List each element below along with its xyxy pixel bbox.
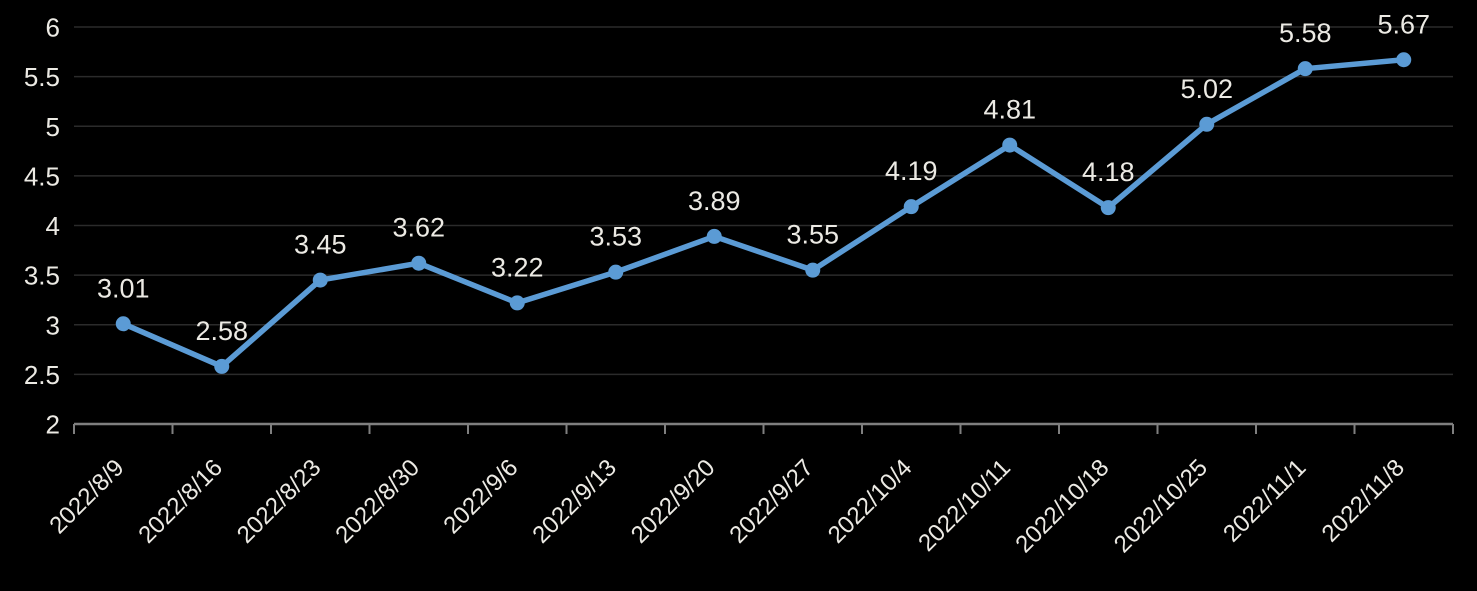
x-axis-label: 2022/8/9 (44, 454, 129, 539)
data-point-label: 5.67 (1377, 9, 1430, 39)
data-point-marker (312, 272, 328, 288)
x-axis-label: 2022/8/30 (330, 454, 425, 549)
x-axis-label: 2022/10/25 (1109, 454, 1213, 558)
data-point-marker (509, 295, 525, 311)
x-axis-label: 2022/9/20 (626, 454, 721, 549)
data-point-label: 3.01 (97, 273, 150, 303)
data-point-marker (1199, 116, 1215, 132)
x-axis-label: 2022/10/18 (1010, 454, 1114, 558)
x-axis-label: 2022/11/1 (1218, 454, 1311, 547)
data-point-label: 3.55 (786, 220, 839, 250)
y-axis-label: 6 (46, 13, 60, 43)
data-point-label: 3.53 (589, 222, 642, 252)
data-point-label: 5.58 (1279, 18, 1332, 48)
x-axis-label: 2022/8/16 (133, 454, 228, 549)
data-point-label: 3.62 (392, 213, 445, 243)
data-point-marker (903, 199, 919, 215)
x-axis-label: 2022/11/8 (1317, 454, 1410, 547)
data-point-marker (115, 316, 131, 332)
data-point-label: 4.19 (885, 156, 938, 186)
y-axis-label: 5.5 (24, 62, 60, 92)
x-axis-label: 2022/9/6 (438, 454, 523, 539)
data-point-marker (1002, 137, 1018, 153)
data-point-marker (805, 262, 821, 278)
x-axis-label: 2022/10/11 (913, 454, 1016, 557)
x-axis-label: 2022/8/23 (232, 454, 327, 549)
data-point-label: 3.22 (491, 252, 544, 282)
x-axis-label: 2022/10/4 (823, 454, 918, 549)
y-axis-label: 3 (46, 310, 60, 340)
data-point-label: 4.81 (983, 95, 1036, 125)
data-point-label: 5.02 (1180, 74, 1233, 104)
series-line (120, 57, 1407, 370)
y-axis-label: 5 (46, 112, 60, 142)
data-point-marker (214, 358, 230, 374)
y-axis-label: 3.5 (24, 261, 60, 291)
data-point-label: 3.45 (294, 230, 347, 260)
data-point-marker (1100, 200, 1116, 216)
data-point-marker (1297, 61, 1313, 77)
y-axis-label: 2.5 (24, 360, 60, 390)
y-axis-label: 4 (46, 211, 60, 241)
data-point-marker (608, 264, 624, 280)
x-axis-label: 2022/9/27 (724, 454, 819, 549)
data-point-label: 4.18 (1082, 157, 1135, 187)
data-point-marker (411, 255, 427, 271)
data-point-marker (1396, 52, 1412, 68)
x-axis-label: 2022/9/13 (527, 454, 622, 549)
data-point-label: 3.89 (688, 186, 741, 216)
data-point-marker (706, 228, 722, 244)
data-point-label: 2.58 (195, 316, 248, 346)
y-axis-label: 4.5 (24, 161, 60, 191)
y-axis-label: 2 (46, 410, 60, 440)
